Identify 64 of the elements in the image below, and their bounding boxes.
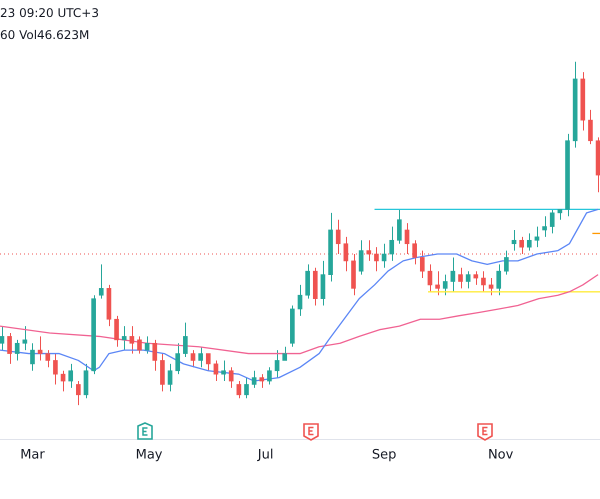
candlestick <box>236 380 242 399</box>
candlestick <box>512 230 516 252</box>
candlestick <box>466 270 470 289</box>
candlestick <box>450 256 456 292</box>
candlestick <box>259 374 264 388</box>
candlestick <box>221 360 226 382</box>
candlestick <box>60 370 66 392</box>
x-tick-label: Nov <box>488 448 514 463</box>
candlestick <box>397 208 402 244</box>
candlestick <box>358 240 364 276</box>
candlestick <box>53 353 58 385</box>
candlestick <box>45 350 50 368</box>
candlestick <box>526 232 532 252</box>
candlestick <box>168 363 172 392</box>
candlestick <box>252 370 256 388</box>
candlestick <box>98 264 104 300</box>
candlestick <box>496 264 502 296</box>
x-tick-label: May <box>136 448 163 463</box>
candlestick <box>481 270 486 292</box>
x-tick-label: Jul <box>256 448 274 463</box>
candlestick <box>558 208 562 220</box>
text: 23 09:20 UTC+3 <box>0 5 99 22</box>
candlestick <box>442 274 448 296</box>
candlestick <box>38 336 42 361</box>
text: 60 Vol46.623M <box>0 27 90 44</box>
candlestick <box>7 332 12 364</box>
candlestick <box>298 284 302 316</box>
candlestick <box>175 342 180 375</box>
candlestick <box>144 336 150 354</box>
candlestick <box>588 109 593 145</box>
candlestick <box>282 346 288 361</box>
candlestick <box>228 366 234 388</box>
candlestick <box>488 278 494 296</box>
candlestick <box>389 226 394 262</box>
candlestick <box>542 216 547 238</box>
candlestick <box>14 339 20 361</box>
candlestick <box>137 336 142 354</box>
candlestick <box>473 270 478 286</box>
candlestick <box>190 350 196 368</box>
candlestick <box>198 346 203 368</box>
candlestick <box>382 243 386 268</box>
candlestick <box>550 208 555 234</box>
candlestick <box>0 326 4 351</box>
candlestick <box>68 363 74 388</box>
x-tick-label: Sep <box>372 448 396 463</box>
candlestick <box>274 350 280 378</box>
candlestick <box>122 326 127 351</box>
candlestick <box>152 339 158 372</box>
candlestick <box>244 377 249 399</box>
candlestick <box>214 360 218 382</box>
candlestick <box>435 270 440 296</box>
candlestick <box>428 264 432 292</box>
candlestick <box>22 326 28 351</box>
candlestick <box>114 315 119 348</box>
candlestick <box>30 342 35 372</box>
candlestick <box>267 366 272 385</box>
candlestick <box>504 250 509 276</box>
candlestick <box>130 326 134 354</box>
x-tick-label: Mar <box>20 448 46 463</box>
candlestick <box>534 226 540 248</box>
candlestick <box>183 322 188 358</box>
candlestick <box>458 267 463 289</box>
candlestick <box>76 380 81 406</box>
candlestick <box>206 353 211 372</box>
